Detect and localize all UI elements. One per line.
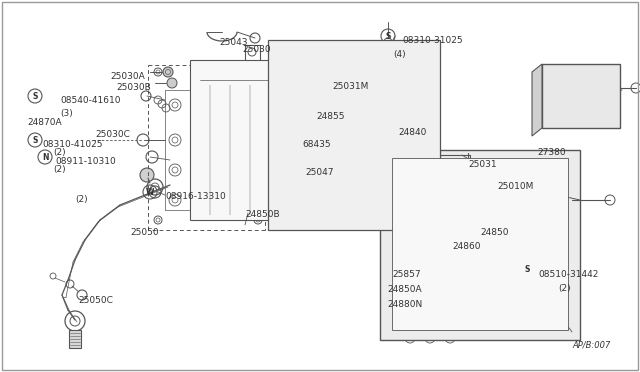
- Text: 25030B: 25030B: [116, 83, 151, 92]
- Text: 08911-10310: 08911-10310: [55, 157, 116, 166]
- Text: 08540-41610: 08540-41610: [60, 96, 120, 105]
- Text: 27380D: 27380D: [559, 100, 595, 109]
- Text: 24850: 24850: [480, 228, 509, 237]
- Text: 25030A: 25030A: [110, 72, 145, 81]
- Text: 24880N: 24880N: [387, 300, 422, 309]
- Text: 25031: 25031: [468, 160, 497, 169]
- Text: 24860: 24860: [452, 242, 481, 251]
- Text: N: N: [42, 153, 48, 161]
- Bar: [356, 145, 372, 163]
- Bar: [572, 75, 584, 97]
- Text: (2): (2): [53, 148, 66, 157]
- Text: 24840: 24840: [398, 128, 426, 137]
- Text: 25010M: 25010M: [497, 182, 533, 191]
- Text: 24850A: 24850A: [387, 285, 422, 294]
- Text: 24870A: 24870A: [27, 118, 61, 127]
- Text: (3): (3): [60, 109, 73, 118]
- Bar: [205, 135, 260, 170]
- Circle shape: [420, 185, 480, 245]
- Text: 25857: 25857: [392, 270, 420, 279]
- Text: S: S: [524, 266, 530, 275]
- Bar: [554, 75, 566, 97]
- Circle shape: [167, 78, 177, 88]
- Polygon shape: [542, 64, 620, 128]
- Text: S: S: [32, 92, 38, 100]
- Bar: [312, 145, 328, 163]
- Bar: [590, 75, 602, 97]
- Text: 25043: 25043: [219, 38, 248, 47]
- Bar: [205, 90, 260, 125]
- Bar: [334, 145, 350, 163]
- Circle shape: [488, 193, 532, 237]
- Circle shape: [345, 78, 385, 118]
- Text: 25030C: 25030C: [95, 130, 130, 139]
- Text: (2): (2): [558, 284, 571, 293]
- Bar: [400, 165, 560, 265]
- Text: 08916-13310: 08916-13310: [165, 192, 226, 201]
- Text: 25050C: 25050C: [78, 296, 113, 305]
- Text: 08310-31025: 08310-31025: [402, 36, 463, 45]
- Circle shape: [398, 93, 432, 127]
- Polygon shape: [268, 40, 440, 230]
- Text: 24850B: 24850B: [245, 210, 280, 219]
- Text: S: S: [32, 135, 38, 144]
- Bar: [290, 145, 306, 163]
- Bar: [268, 175, 440, 230]
- Bar: [285, 140, 405, 170]
- Text: (4): (4): [393, 50, 406, 59]
- Text: 68435: 68435: [302, 140, 331, 149]
- Circle shape: [267, 67, 343, 143]
- Polygon shape: [532, 64, 542, 136]
- Text: 08510-31442: 08510-31442: [538, 270, 598, 279]
- Text: 08310-41025: 08310-41025: [42, 140, 102, 149]
- Text: 25047: 25047: [305, 168, 333, 177]
- Text: (2): (2): [75, 195, 88, 204]
- Bar: [550, 72, 610, 102]
- Text: 24855: 24855: [316, 112, 344, 121]
- Circle shape: [600, 107, 610, 117]
- Bar: [552, 108, 570, 122]
- Circle shape: [140, 168, 154, 182]
- Text: 25050: 25050: [130, 228, 159, 237]
- Text: 25030: 25030: [242, 45, 271, 54]
- Text: 27380: 27380: [537, 148, 566, 157]
- Bar: [378, 145, 394, 163]
- Text: (2): (2): [53, 165, 66, 174]
- Text: W: W: [146, 187, 154, 196]
- Polygon shape: [392, 158, 568, 330]
- Text: S: S: [385, 32, 390, 41]
- Text: AP/B:007: AP/B:007: [572, 340, 611, 349]
- Polygon shape: [380, 150, 580, 340]
- Circle shape: [163, 67, 173, 77]
- Text: 25031M: 25031M: [332, 82, 369, 91]
- Polygon shape: [190, 60, 330, 220]
- Circle shape: [300, 100, 310, 110]
- Bar: [205, 178, 260, 203]
- Bar: [578, 108, 596, 122]
- Bar: [69, 330, 81, 348]
